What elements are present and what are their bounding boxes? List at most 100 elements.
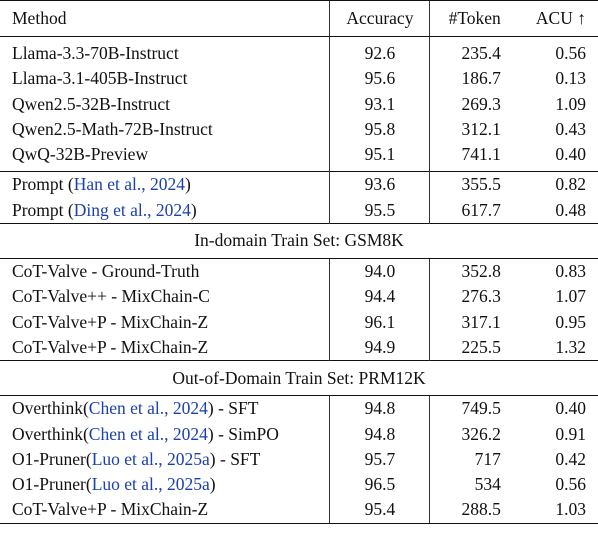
table-row: CoT-Valve++ - MixChain-C 94.4 276.3 1.07 [0, 284, 598, 310]
method-cell: O1-Pruner(Luo et al., 2025a) [0, 472, 330, 497]
table-row: O1-Pruner(Luo et al., 2025a) 96.5 534 0.… [0, 472, 598, 498]
spacer-row [0, 36, 598, 41]
method-cell: CoT-Valve - Ground-Truth [0, 258, 330, 285]
acu-cell: 0.82 [526, 171, 598, 198]
acu-cell: 0.91 [555, 423, 586, 444]
tokens-cell: 235.4 [429, 41, 527, 67]
table-row: Overthink(Chen et al., 2024) - SFT 94.8 … [0, 395, 598, 422]
method-cell: CoT-Valve++ - MixChain-C [12, 286, 210, 307]
accuracy-cell: 95.6 [329, 66, 430, 92]
method-cell: QwQ-32B-Preview [12, 144, 149, 165]
accuracy-cell: 96.1 [329, 309, 430, 335]
method-cell: CoT-Valve+P - MixChain-Z [12, 311, 209, 332]
accuracy-cell: 95.1 [329, 142, 430, 168]
accuracy-cell: 94.4 [329, 284, 430, 310]
method-cell: Qwen2.5-Math-72B-Instruct [12, 118, 213, 139]
table-header-row: Method Accuracy #Token ACU ↑ [0, 0, 598, 37]
method-prefix: O1-Pruner( [12, 448, 92, 469]
section-header-row: In-domain Train Set: GSM8K [0, 223, 598, 259]
section-title: Out-of-Domain Train Set: PRM12K [0, 360, 598, 396]
tokens-cell: 269.3 [429, 91, 527, 117]
method-suffix: ) - SFT [209, 448, 261, 469]
method-prefix: O1-Pruner( [12, 474, 92, 495]
method-cell: Prompt (Ding et al., 2024) [0, 198, 330, 224]
table-row: Qwen2.5-32B-Instruct 93.1 269.3 1.09 [0, 91, 598, 117]
method-cell: CoT-Valve+P - MixChain-Z [0, 497, 330, 524]
table-row: Prompt (Han et al., 2024) 93.6 355.5 0.8… [0, 171, 598, 198]
table-row: CoT-Valve - Ground-Truth 94.0 352.8 0.83 [0, 258, 598, 285]
method-prefix: Overthink( [12, 398, 89, 419]
citation-link[interactable]: Chen et al., 2024 [88, 423, 208, 444]
section-header-row: Out-of-Domain Train Set: PRM12K [0, 360, 598, 396]
acu-cell: 0.42 [555, 448, 586, 469]
method-suffix: ) [209, 474, 216, 495]
accuracy-cell: 94.9 [329, 334, 430, 361]
method-prefix: Prompt ( [12, 174, 74, 195]
citation-link[interactable]: Luo et al., 2025a [91, 474, 210, 495]
citation-link[interactable]: Han et al., 2024 [73, 174, 186, 195]
tokens-cell: 225.5 [429, 334, 527, 361]
tokens-cell: 288.5 [429, 497, 527, 524]
section-title: In-domain Train Set: GSM8K [0, 223, 598, 259]
method-cell: Qwen2.5-32B-Instruct [12, 93, 170, 114]
tokens-cell: 317.1 [429, 309, 527, 335]
table-row: Llama-3.1-405B-Instruct 95.6 186.7 0.13 [0, 66, 598, 92]
tokens-cell: 617.7 [429, 197, 527, 224]
acu-cell: 1.32 [555, 336, 586, 357]
accuracy-cell: 94.8 [329, 395, 430, 422]
table-row: Llama-3.3-70B-Instruct 92.6 235.4 0.56 [0, 41, 598, 67]
method-cell: Overthink(Chen et al., 2024) - SimPO [0, 422, 330, 447]
method-cell: CoT-Valve+P - MixChain-Z [12, 336, 209, 357]
tokens-cell: 276.3 [429, 284, 527, 310]
tokens-cell: 312.1 [429, 116, 527, 143]
acu-cell: 0.56 [555, 474, 586, 495]
acu-cell: 1.09 [555, 93, 586, 114]
header-method: Method [0, 0, 330, 37]
tokens-cell: 352.8 [429, 258, 527, 285]
accuracy-cell: 93.6 [329, 171, 430, 198]
acu-cell: 0.56 [555, 43, 586, 63]
citation-link[interactable]: Luo et al., 2025a [91, 448, 210, 469]
accuracy-cell: 95.7 [329, 446, 430, 473]
table-row: Qwen2.5-Math-72B-Instruct 95.8 312.1 0.4… [0, 116, 598, 143]
accuracy-cell: 95.4 [329, 497, 430, 524]
table-row: CoT-Valve+P - MixChain-Z 95.4 288.5 1.03 [0, 497, 598, 524]
method-suffix: ) - SFT [207, 398, 259, 419]
method-prefix: Overthink( [12, 423, 89, 444]
accuracy-cell: 95.8 [329, 116, 430, 143]
accuracy-cell: 96.5 [329, 472, 430, 498]
results-table: Method Accuracy #Token ACU ↑ Llama-3.3-7… [0, 0, 598, 524]
acu-cell: 0.40 [555, 144, 586, 165]
acu-cell: 0.40 [526, 395, 598, 422]
citation-link[interactable]: Ding et al., 2024 [73, 199, 191, 220]
spacer-row [0, 167, 598, 172]
table-row: Overthink(Chen et al., 2024) - SimPO 94.… [0, 421, 598, 447]
accuracy-cell: 94.8 [329, 421, 430, 447]
acu-cell: 1.03 [526, 497, 598, 524]
method-cell: Llama-3.3-70B-Instruct [12, 43, 179, 63]
citation-link[interactable]: Chen et al., 2024 [88, 398, 208, 419]
accuracy-cell: 95.5 [329, 197, 430, 224]
header-acu: ACU ↑ [526, 0, 598, 37]
tokens-cell: 741.1 [429, 142, 527, 168]
table-row: Prompt (Ding et al., 2024) 95.5 617.7 0.… [0, 197, 598, 224]
tokens-cell: 534 [429, 472, 527, 498]
table-row: CoT-Valve+P - MixChain-Z 96.1 317.1 0.95 [0, 309, 598, 335]
header-accuracy: Accuracy [329, 0, 430, 37]
method-suffix: ) [190, 199, 197, 220]
acu-cell: 0.83 [526, 258, 598, 285]
method-prefix: Prompt ( [12, 199, 74, 220]
table-row: O1-Pruner(Luo et al., 2025a) - SFT 95.7 … [0, 446, 598, 473]
tokens-cell: 355.5 [429, 171, 527, 198]
acu-cell: 0.13 [555, 68, 586, 89]
acu-cell: 1.07 [555, 286, 586, 307]
acu-cell: 0.43 [555, 118, 586, 139]
method-suffix: ) - SimPO [207, 423, 279, 444]
accuracy-cell: 92.6 [329, 41, 430, 67]
method-cell: Prompt (Han et al., 2024) [0, 171, 330, 198]
tokens-cell: 717 [429, 446, 527, 473]
accuracy-cell: 94.0 [329, 258, 430, 285]
accuracy-cell: 93.1 [329, 91, 430, 117]
tokens-cell: 186.7 [429, 66, 527, 92]
tokens-cell: 749.5 [429, 395, 527, 422]
